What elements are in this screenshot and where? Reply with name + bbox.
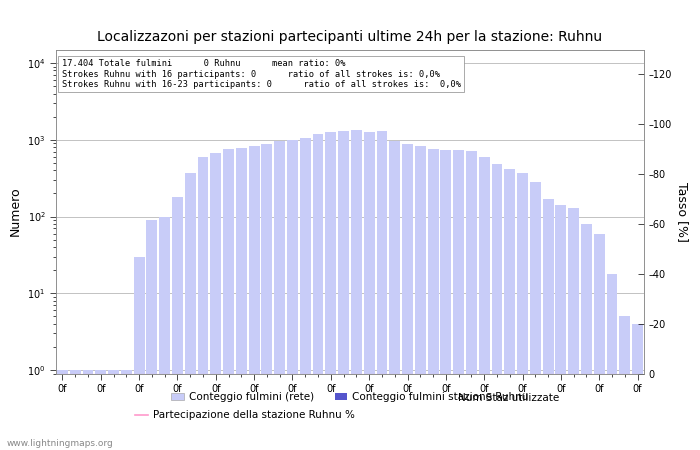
Bar	[594, 234, 605, 450]
Bar	[121, 370, 132, 450]
Bar	[607, 274, 617, 450]
Bar	[428, 149, 438, 450]
Bar	[95, 370, 106, 450]
Bar	[236, 148, 247, 450]
Bar	[134, 256, 144, 450]
Bar	[248, 146, 260, 450]
Bar	[620, 316, 630, 450]
Bar	[274, 141, 285, 450]
Bar	[108, 370, 119, 450]
Bar	[402, 144, 413, 450]
Bar	[338, 131, 349, 450]
Bar	[479, 157, 490, 450]
Bar	[300, 138, 311, 450]
Y-axis label: Numero: Numero	[8, 187, 22, 236]
Y-axis label: Tasso [%]: Tasso [%]	[676, 181, 689, 242]
Bar	[223, 149, 234, 450]
Bar	[568, 208, 579, 450]
Bar	[581, 224, 592, 450]
Bar	[542, 199, 554, 450]
Bar	[504, 169, 515, 450]
Text: www.lightningmaps.org: www.lightningmaps.org	[7, 439, 113, 448]
Bar	[326, 132, 336, 450]
Bar	[453, 150, 464, 450]
Bar	[185, 173, 196, 450]
Title: Localizzazoni per stazioni partecipanti ultime 24h per la stazione: Ruhnu: Localizzazoni per stazioni partecipanti …	[97, 30, 603, 44]
Bar	[491, 163, 503, 450]
Bar	[440, 150, 452, 450]
Legend: Partecipazione della stazione Ruhnu %: Partecipazione della stazione Ruhnu %	[131, 406, 359, 424]
Bar	[146, 220, 158, 450]
Bar	[210, 153, 221, 450]
Bar	[197, 158, 209, 450]
Legend: Conteggio fulmini (rete), Conteggio fulmini stazione Ruhnu: Conteggio fulmini (rete), Conteggio fulm…	[167, 388, 533, 406]
Bar	[364, 131, 374, 450]
Bar	[70, 370, 80, 450]
Bar	[57, 370, 68, 450]
Bar	[530, 182, 541, 450]
Bar	[556, 205, 566, 450]
Bar	[632, 324, 643, 450]
Bar	[262, 144, 272, 450]
Bar	[415, 146, 426, 450]
Bar	[351, 130, 362, 450]
Bar	[313, 134, 323, 450]
Bar	[377, 131, 387, 450]
Bar	[389, 141, 400, 450]
Text: 17.404 Totale fulmini      0 Ruhnu      mean ratio: 0%
Strokes Ruhnu with 16 par: 17.404 Totale fulmini 0 Ruhnu mean ratio…	[62, 59, 461, 89]
Bar	[83, 370, 93, 450]
Text: Num Staz utilizzate: Num Staz utilizzate	[458, 393, 560, 403]
Bar	[159, 217, 170, 450]
Bar	[172, 197, 183, 450]
Bar	[466, 151, 477, 450]
Bar	[287, 140, 298, 450]
Bar	[517, 173, 528, 450]
